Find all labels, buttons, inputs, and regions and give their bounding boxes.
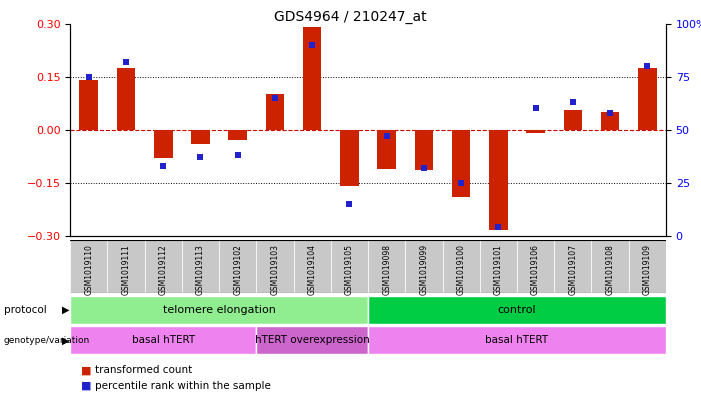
- Text: GSM1019105: GSM1019105: [345, 244, 354, 295]
- Bar: [154, 130, 172, 158]
- Bar: [405, 240, 442, 293]
- Text: ■: ■: [81, 381, 91, 391]
- Text: protocol: protocol: [4, 305, 46, 315]
- Text: basal hTERT: basal hTERT: [132, 335, 195, 345]
- Bar: [601, 112, 620, 130]
- Text: control: control: [498, 305, 536, 315]
- Text: GSM1019101: GSM1019101: [494, 244, 503, 295]
- Bar: [303, 27, 322, 130]
- Text: GSM1019106: GSM1019106: [531, 244, 540, 295]
- Bar: [526, 130, 545, 133]
- Text: GSM1019098: GSM1019098: [382, 244, 391, 295]
- Bar: [331, 240, 368, 293]
- Text: GSM1019109: GSM1019109: [643, 244, 652, 295]
- Bar: [229, 130, 247, 140]
- Text: GDS4964 / 210247_at: GDS4964 / 210247_at: [274, 10, 427, 24]
- Text: GSM1019107: GSM1019107: [569, 244, 578, 295]
- Text: genotype/variation: genotype/variation: [4, 336, 90, 345]
- Bar: [79, 80, 98, 130]
- Bar: [257, 326, 368, 354]
- Text: GSM1019108: GSM1019108: [606, 244, 615, 295]
- Text: ▶: ▶: [62, 335, 69, 345]
- Bar: [592, 240, 629, 293]
- Text: telomere elongation: telomere elongation: [163, 305, 275, 315]
- Bar: [266, 94, 284, 130]
- Bar: [638, 68, 657, 130]
- Text: ▶: ▶: [62, 305, 69, 315]
- Bar: [554, 240, 592, 293]
- Text: GSM1019111: GSM1019111: [121, 244, 130, 295]
- Text: GSM1019102: GSM1019102: [233, 244, 242, 295]
- Text: GSM1019103: GSM1019103: [271, 244, 280, 295]
- Text: ■: ■: [81, 365, 91, 375]
- Text: GSM1019112: GSM1019112: [158, 244, 168, 295]
- Text: GSM1019100: GSM1019100: [456, 244, 465, 295]
- Bar: [191, 130, 210, 144]
- Text: GSM1019113: GSM1019113: [196, 244, 205, 295]
- Bar: [368, 296, 666, 324]
- Bar: [116, 68, 135, 130]
- Bar: [368, 326, 666, 354]
- Bar: [517, 240, 554, 293]
- Bar: [368, 240, 405, 293]
- Bar: [70, 296, 368, 324]
- Text: GSM1019099: GSM1019099: [419, 244, 428, 295]
- Bar: [377, 130, 396, 169]
- Text: hTERT overexpression: hTERT overexpression: [254, 335, 369, 345]
- Bar: [219, 240, 257, 293]
- Bar: [564, 110, 582, 130]
- Bar: [107, 240, 144, 293]
- Text: transformed count: transformed count: [95, 365, 192, 375]
- Bar: [479, 240, 517, 293]
- Bar: [70, 240, 107, 293]
- Bar: [414, 130, 433, 171]
- Bar: [629, 240, 666, 293]
- Bar: [294, 240, 331, 293]
- Bar: [340, 130, 359, 186]
- Text: GSM1019110: GSM1019110: [84, 244, 93, 295]
- Bar: [70, 326, 257, 354]
- Bar: [442, 240, 479, 293]
- Bar: [182, 240, 219, 293]
- Text: percentile rank within the sample: percentile rank within the sample: [95, 381, 271, 391]
- Text: basal hTERT: basal hTERT: [485, 335, 549, 345]
- Bar: [452, 130, 470, 197]
- Bar: [489, 130, 508, 230]
- Bar: [144, 240, 182, 293]
- Bar: [257, 240, 294, 293]
- Text: GSM1019104: GSM1019104: [308, 244, 317, 295]
